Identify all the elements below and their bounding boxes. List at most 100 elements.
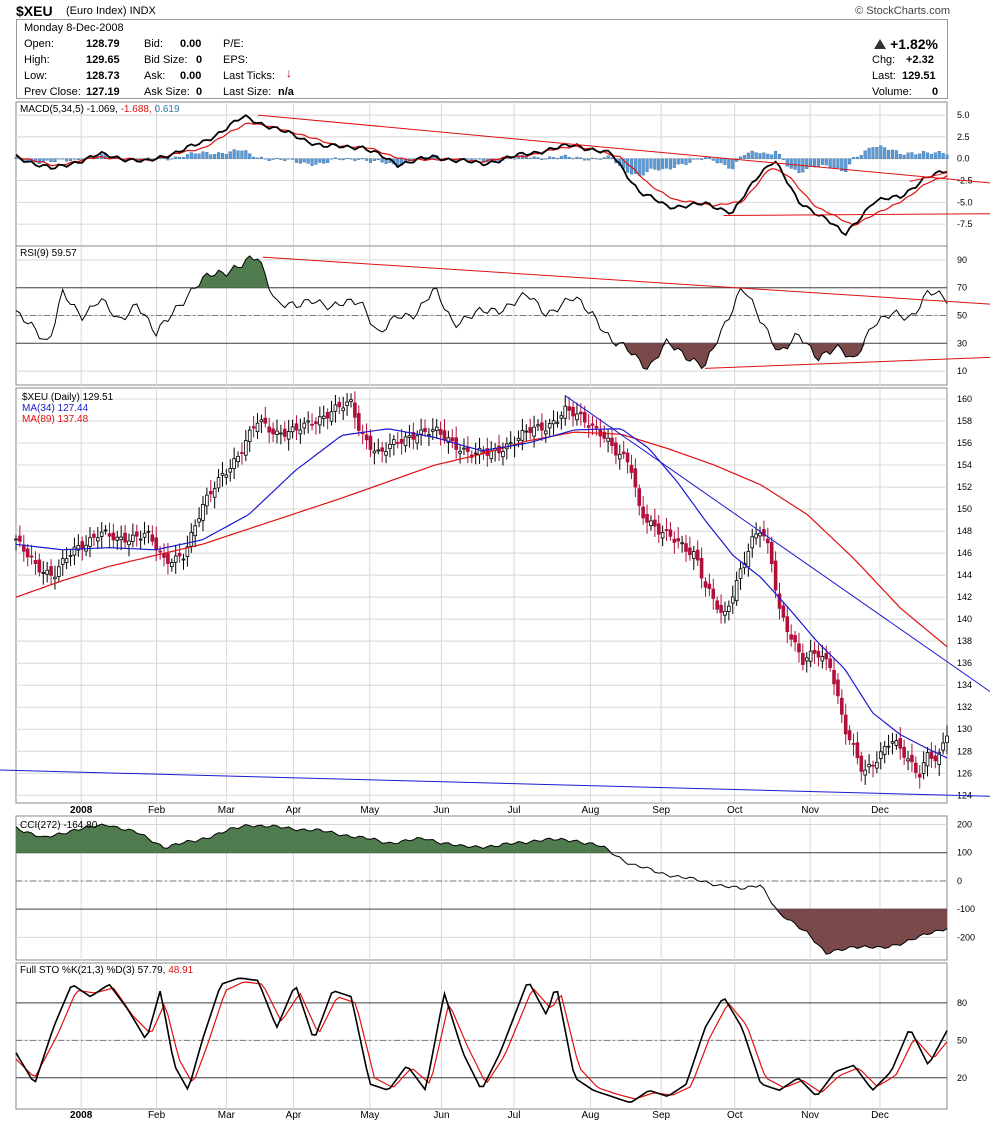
pe-label: P/E: xyxy=(223,38,244,50)
candle-body xyxy=(871,764,875,767)
macd-histogram-bar xyxy=(887,149,891,159)
macd-histogram-bar xyxy=(688,158,692,163)
bidsize-value: 0 xyxy=(196,54,203,66)
macd-histogram-bar xyxy=(380,158,384,163)
macd-histogram-bar xyxy=(302,158,306,163)
candle-body xyxy=(395,442,400,444)
candle-body xyxy=(325,412,330,419)
macd-histogram-bar xyxy=(719,158,723,164)
candle-body xyxy=(275,430,279,435)
y-tick-label: 150 xyxy=(957,504,972,514)
candle-body xyxy=(150,534,155,542)
candle-body xyxy=(793,635,797,643)
candle-body xyxy=(240,452,244,454)
macd-histogram-bar xyxy=(684,158,688,165)
candle-body xyxy=(41,572,46,574)
candle-body xyxy=(641,506,645,519)
macd-histogram-bar xyxy=(228,151,232,159)
candle-body xyxy=(232,458,236,469)
macd-histogram-bar xyxy=(306,158,310,164)
macd-histogram-bar xyxy=(205,152,209,159)
candle-body xyxy=(508,442,513,445)
candle-body xyxy=(824,653,829,660)
macd-histogram-bar xyxy=(244,150,248,159)
y-tick-label: 126 xyxy=(957,768,972,778)
candle-body xyxy=(392,439,396,445)
ticks-label: Last Ticks: xyxy=(223,70,275,82)
candle-body xyxy=(189,531,194,547)
month-label: Jun xyxy=(433,1110,449,1121)
candle-body xyxy=(567,406,571,411)
macd-legend-part: -1.069, xyxy=(84,104,118,115)
candle-body xyxy=(715,600,719,610)
macd-histogram-bar xyxy=(789,158,793,169)
month-label: 2008 xyxy=(70,1110,93,1121)
macd-trendline xyxy=(909,172,948,182)
prev-label: Prev Close: xyxy=(24,86,81,98)
candle-body xyxy=(855,742,860,759)
candle-body xyxy=(653,519,657,527)
cci-positive-fill xyxy=(16,824,947,853)
macd-histogram-bar xyxy=(178,157,182,159)
macd-histogram-bar xyxy=(883,147,887,159)
macd-histogram-bar xyxy=(279,158,283,160)
candle-body xyxy=(29,555,34,558)
ma89-legend: MA(89) 137.48 xyxy=(22,414,89,425)
candle-body xyxy=(614,442,618,456)
macd-histogram-bar xyxy=(692,158,696,160)
macd-histogram-bar xyxy=(762,152,766,159)
candle-body xyxy=(727,605,731,612)
candle-body xyxy=(80,541,85,550)
macd-histogram-bar xyxy=(220,153,225,159)
panel-frame xyxy=(15,387,948,804)
candle-body xyxy=(847,730,852,741)
candle-body xyxy=(586,425,591,428)
candle-body xyxy=(594,426,599,429)
candle-body xyxy=(816,650,821,658)
candle-body xyxy=(364,434,369,441)
macd-histogram-bar xyxy=(552,157,556,159)
low-label: Low: xyxy=(24,70,48,82)
macd-histogram-bar xyxy=(65,158,69,162)
asksize-value: 0 xyxy=(196,86,203,98)
y-tick-label: 10 xyxy=(957,366,967,376)
month-label: Nov xyxy=(801,1110,819,1121)
candle-body xyxy=(76,545,81,551)
candle-body xyxy=(302,422,307,429)
macd-histogram-bar xyxy=(544,158,548,160)
y-tick-label: 140 xyxy=(957,614,972,624)
macd-histogram-bar xyxy=(703,157,708,159)
month-label: Nov xyxy=(801,805,819,816)
month-label: Oct xyxy=(727,805,743,816)
candle-body xyxy=(37,559,42,573)
candle-body xyxy=(127,540,131,546)
ma34-line xyxy=(15,428,948,759)
candle-body xyxy=(945,735,949,744)
candle-body xyxy=(21,544,26,552)
month-label: Jul xyxy=(508,1110,521,1121)
macd-histogram-bar xyxy=(649,158,653,169)
macd-histogram-bar xyxy=(185,154,189,159)
macd-histogram-bar xyxy=(209,154,213,159)
candle-body xyxy=(446,437,451,443)
macd-histogram-bar xyxy=(664,158,669,169)
macd-histogram-bar xyxy=(587,158,591,161)
macd-histogram-bar xyxy=(750,150,754,159)
candle-body xyxy=(201,504,205,521)
symbol-title: $XEU xyxy=(16,3,53,19)
rsi-legend: RSI(9) 59.57 xyxy=(20,248,77,259)
month-label: Apr xyxy=(286,1110,302,1121)
candle-body xyxy=(684,543,688,552)
macd-histogram-bar xyxy=(376,158,380,161)
candle-body xyxy=(750,536,755,549)
bid-label: Bid: xyxy=(144,38,163,50)
rsi-trendline xyxy=(704,356,990,369)
macd-histogram-bar xyxy=(590,157,595,159)
candle-body xyxy=(738,568,743,579)
candle-body xyxy=(801,652,805,665)
macd-histogram-bar xyxy=(361,158,365,160)
candle-body xyxy=(703,581,708,588)
macd-histogram-bar xyxy=(322,158,326,164)
candle-body xyxy=(25,548,30,558)
macd-histogram-bar xyxy=(785,158,789,167)
